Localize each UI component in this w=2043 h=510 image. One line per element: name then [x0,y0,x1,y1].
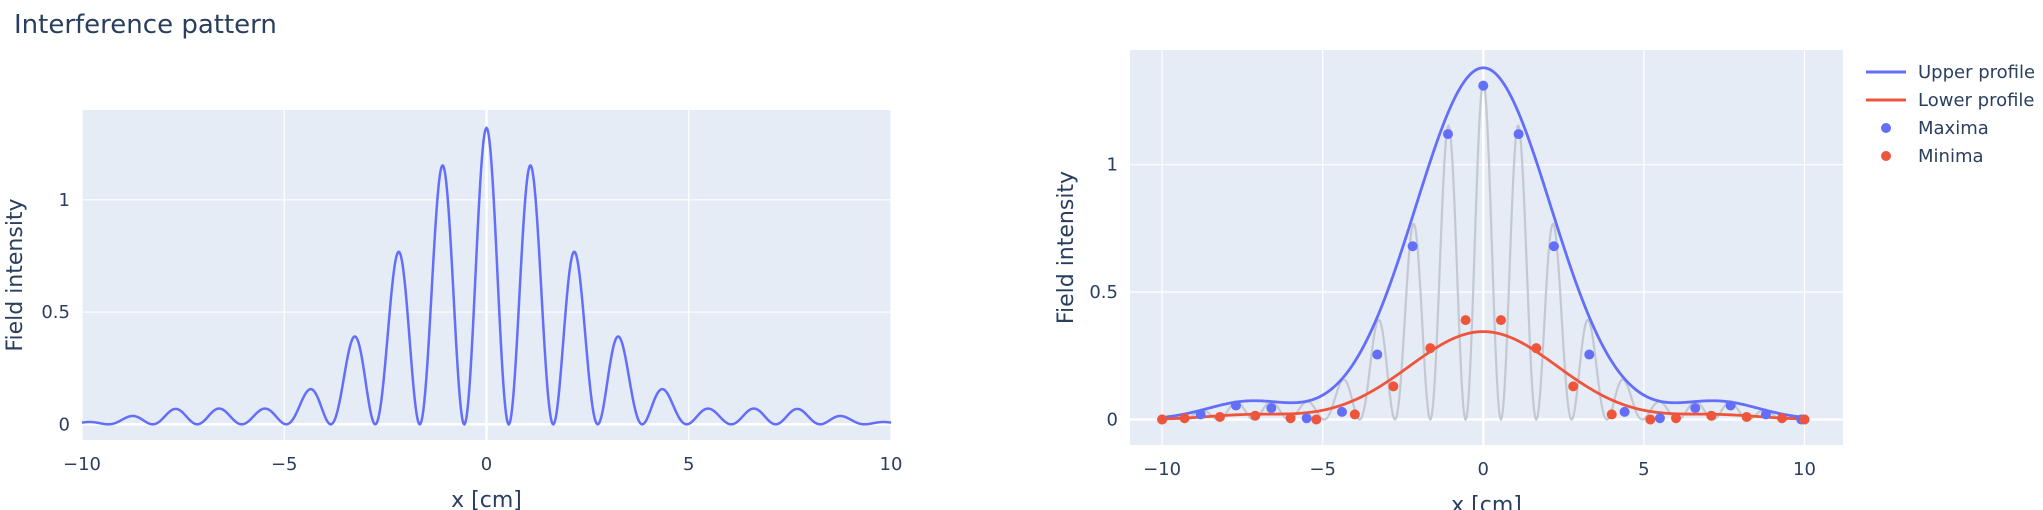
left-x-tick-label: −10 [63,454,101,475]
left-y-tick-label: 0 [59,414,70,435]
minima-point [1250,410,1261,421]
minima-point [1425,343,1436,354]
minima-point [1179,413,1190,424]
minima-point [1311,414,1322,425]
left-x-tick-label: 5 [683,454,694,475]
left-y-tick-label: 1 [59,190,70,211]
left-gridlines [81,110,892,440]
minima-point [1776,413,1787,424]
legend-minima-marker [1881,151,1891,161]
maxima-point [1513,129,1524,140]
right-x-tick-label: −5 [1309,459,1336,480]
right-traces [1157,66,1810,425]
right-y-tick-label: 0 [1107,410,1118,431]
right-y-tick-label: 1 [1107,155,1118,176]
left-y-tick-label: 0.5 [41,302,70,323]
minima-point [1531,343,1542,354]
minima-point [1388,381,1399,392]
minima-point [1799,414,1810,425]
legend-maxima-marker [1881,123,1891,133]
legend-item-minima[interactable]: Minima [1881,146,1984,167]
right-x-tick-label: 10 [1793,459,1816,480]
left-x-tick-label: −5 [271,454,298,475]
minima-point [1460,315,1471,326]
interference-line [81,126,892,427]
left-traces [81,126,892,427]
maxima-point [1725,400,1736,411]
left-y-axis-label: Field intensity [3,198,28,351]
minima-point [1645,414,1656,425]
legend-item-lower-profile[interactable]: Lower profile [1866,90,2035,111]
minima-point [1741,411,1752,422]
minima-point [1568,381,1579,392]
right-y-tick-label: 0.5 [1089,282,1118,303]
minima-point [1706,410,1717,421]
left-subplot: −10 −5 0 5 10 0 0.5 1 x [cm] Field intensity [3,110,902,510]
legend-lower-profile-label: Lower profile [1918,90,2035,111]
maxima-point [1619,406,1630,417]
lower-profile-line [1162,330,1805,421]
right-y-axis-label: Field intensity [1054,171,1079,324]
figure-title: Interference pattern [14,10,277,40]
minima-point [1214,411,1225,422]
maxima-point [1195,409,1206,420]
minima-point [1606,409,1617,420]
maxima-point [1407,241,1418,252]
maxima-point [1760,409,1771,420]
legend-item-upper-profile[interactable]: Upper profile [1866,62,2035,83]
left-x-tick-label: 10 [880,454,903,475]
upper-profile-line [1161,66,1805,419]
left-x-tick-label: 0 [481,454,492,475]
maxima-point [1584,349,1595,360]
maxima-point [1442,129,1453,140]
minima-point [1285,413,1296,424]
maxima-point [1690,403,1701,414]
left-x-axis-label: x [cm] [451,488,522,510]
right-x-tick-label: 0 [1478,459,1489,480]
maxima-point [1372,349,1383,360]
legend[interactable]: Upper profile Lower profile Maxima Minim… [1866,62,2035,167]
minima-point [1495,315,1506,326]
right-subplot: −10 −5 0 5 10 0 0.5 1 x [cm] Field intensity [1054,50,1843,510]
maxima-point [1230,400,1241,411]
maxima-point [1266,403,1277,414]
right-x-tick-label: 5 [1638,459,1649,480]
maxima-point [1336,406,1347,417]
legend-upper-profile-label: Upper profile [1918,62,2035,83]
maxima-point [1548,241,1559,252]
right-gridlines [1130,50,1843,445]
maxima-point [1301,413,1312,424]
legend-minima-label: Minima [1918,146,1984,167]
maxima-point [1654,413,1665,424]
minima-point [1349,409,1360,420]
legend-item-maxima[interactable]: Maxima [1881,118,1989,139]
right-x-axis-label: x [cm] [1451,493,1522,510]
legend-maxima-label: Maxima [1918,118,1989,139]
minima-point [1157,414,1168,425]
maxima-point [1478,80,1489,91]
right-tick-labels: −10 −5 0 5 10 0 0.5 1 [1089,155,1816,480]
right-x-tick-label: −10 [1143,459,1181,480]
minima-point [1670,413,1681,424]
left-tick-labels: −10 −5 0 5 10 0 0.5 1 [41,190,902,475]
